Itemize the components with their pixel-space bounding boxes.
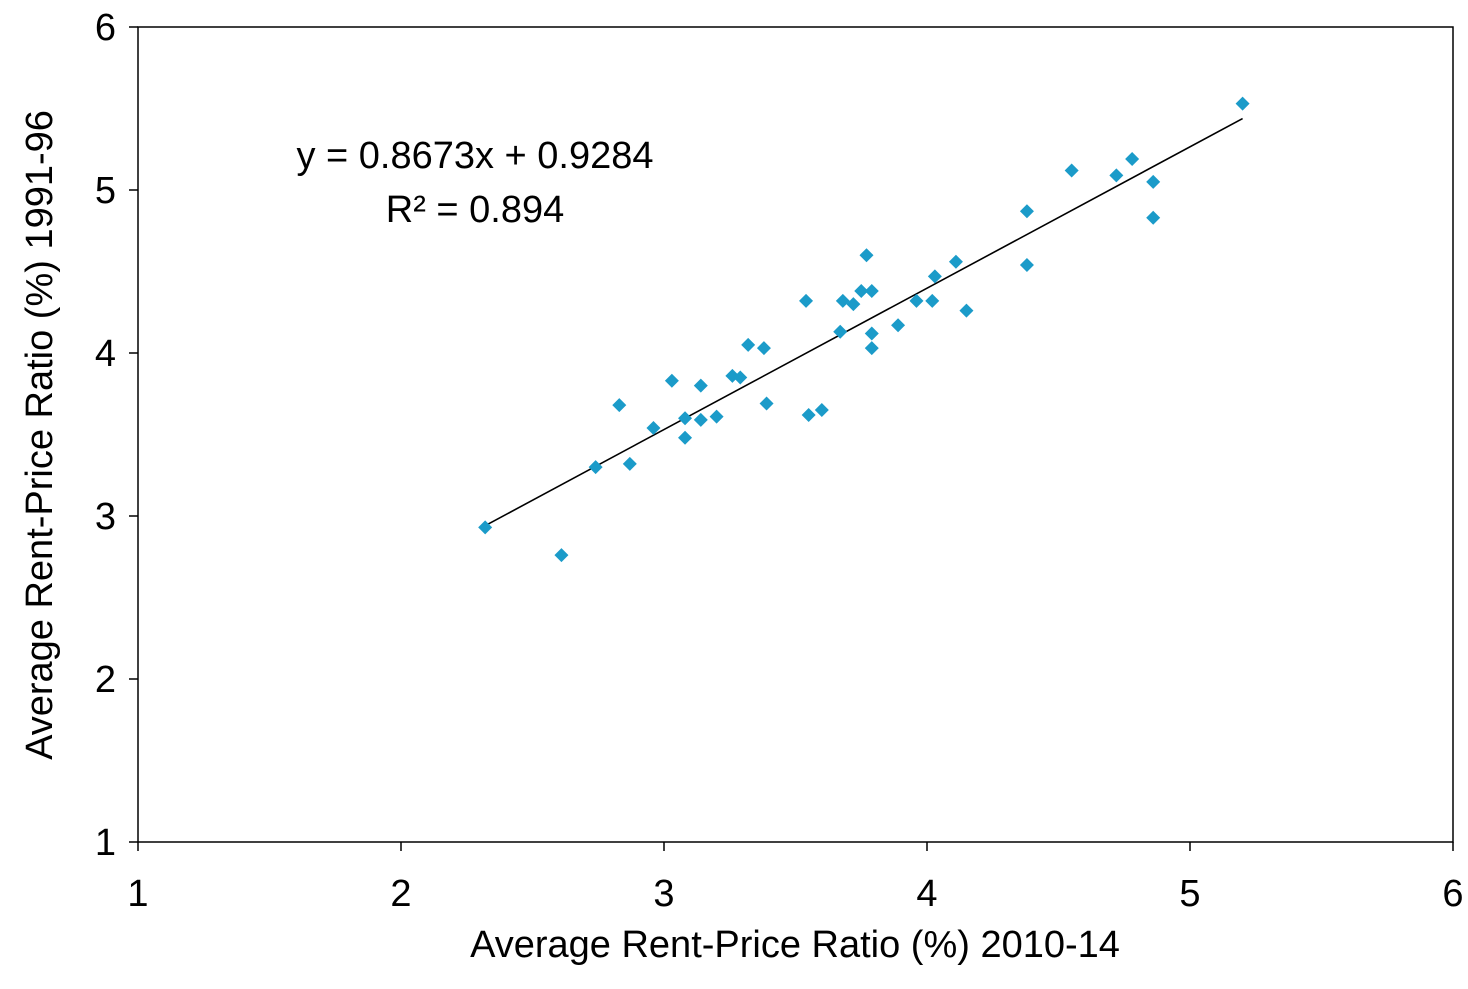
data-point: [693, 412, 708, 427]
y-axis-ticks: 1 2 3 4 5 6: [95, 7, 138, 864]
data-point: [1235, 96, 1250, 111]
data-point: [891, 318, 906, 333]
x-tick-label: 3: [653, 873, 674, 915]
data-point: [948, 254, 963, 269]
data-point: [854, 284, 869, 299]
x-tick-label: 5: [1179, 873, 1200, 915]
data-point: [835, 293, 850, 308]
x-axis-ticks: 1 2 3 4 5 6: [127, 842, 1464, 915]
data-point: [959, 303, 974, 318]
data-point: [664, 373, 679, 388]
x-tick-label: 6: [1442, 873, 1463, 915]
data-point: [864, 326, 879, 341]
trendline-equation: y = 0.8673x + 0.9284: [296, 135, 653, 177]
data-point: [846, 297, 861, 312]
data-point: [801, 407, 816, 422]
y-tick-label: 3: [95, 496, 116, 538]
data-point: [864, 284, 879, 299]
data-point: [833, 324, 848, 339]
data-point: [612, 398, 627, 413]
data-point: [1146, 174, 1161, 189]
data-point: [709, 409, 724, 424]
data-point: [1109, 168, 1124, 183]
y-tick-label: 1: [95, 822, 116, 864]
data-point: [622, 456, 637, 471]
data-point: [925, 293, 940, 308]
r-squared-label: R² = 0.894: [386, 189, 565, 231]
x-tick-label: 1: [127, 873, 148, 915]
plot-frame: [137, 26, 1454, 843]
y-tick-label: 2: [95, 659, 116, 701]
data-points: [478, 96, 1250, 563]
data-point: [799, 293, 814, 308]
data-point: [864, 341, 879, 356]
data-point: [1064, 163, 1079, 178]
data-point: [741, 337, 756, 352]
data-point: [1019, 204, 1034, 219]
data-point: [909, 293, 924, 308]
trendline: [484, 117, 1243, 527]
y-tick-label: 5: [95, 170, 116, 212]
data-point: [693, 378, 708, 393]
y-tick-label: 4: [95, 333, 116, 375]
data-point: [814, 403, 829, 418]
data-point: [478, 520, 493, 535]
data-point: [927, 269, 942, 284]
data-point: [554, 548, 569, 563]
data-point: [1146, 210, 1161, 225]
data-point: [1125, 152, 1140, 167]
data-point: [646, 420, 661, 435]
x-axis-title: Average Rent-Price Ratio (%) 2010-14: [470, 924, 1120, 966]
y-tick-label: 6: [95, 7, 116, 49]
data-point: [588, 460, 603, 475]
data-point: [733, 370, 748, 385]
data-point: [678, 430, 693, 445]
data-point: [759, 396, 774, 411]
x-tick-label: 4: [916, 873, 937, 915]
data-point: [756, 341, 771, 356]
data-point: [678, 411, 693, 426]
y-axis-title: Average Rent-Price Ratio (%) 1991-96: [19, 110, 61, 760]
data-point: [859, 248, 874, 263]
data-point: [1019, 257, 1034, 272]
x-tick-label: 2: [390, 873, 411, 915]
